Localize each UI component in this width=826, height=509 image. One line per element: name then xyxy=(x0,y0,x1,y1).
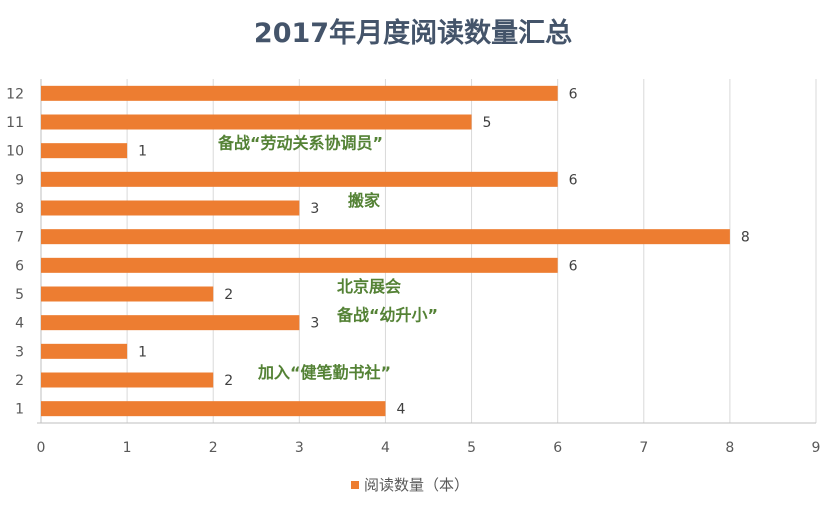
y-tick-label: 1 xyxy=(15,402,24,418)
y-tick-label: 11 xyxy=(6,115,24,131)
y-tick-label: 5 xyxy=(15,287,24,303)
legend-swatch xyxy=(351,481,359,489)
annotation-month-5: 北京展会 xyxy=(337,277,401,296)
bar-12 xyxy=(41,85,558,101)
data-label: 3 xyxy=(310,316,319,332)
bar-7 xyxy=(41,229,730,245)
y-tick-label: 9 xyxy=(15,172,24,188)
bar-9 xyxy=(41,171,558,187)
x-tick-label: 3 xyxy=(295,440,304,456)
x-tick-label: 7 xyxy=(639,440,648,456)
y-tick-label: 12 xyxy=(6,86,24,102)
data-label: 1 xyxy=(138,144,147,160)
data-label: 3 xyxy=(310,201,319,217)
x-tick-label: 5 xyxy=(467,440,476,456)
y-tick-label: 2 xyxy=(15,373,24,389)
data-label: 6 xyxy=(569,86,578,102)
chart-title: 2017年月度阅读数量汇总 xyxy=(254,17,572,49)
x-tick-label: 9 xyxy=(812,440,821,456)
x-tick-label: 2 xyxy=(209,440,218,456)
data-label: 2 xyxy=(224,373,233,389)
data-labels: 4 2 1 3 2 6 8 3 6 1 5 6 xyxy=(138,86,750,417)
x-tick-label: 1 xyxy=(123,440,132,456)
data-label: 6 xyxy=(569,258,578,274)
legend[interactable]: 阅读数量（本） xyxy=(351,476,469,494)
y-tick-label: 7 xyxy=(15,230,24,246)
gridlines xyxy=(37,79,817,424)
bar-10 xyxy=(41,143,128,159)
legend-label: 阅读数量（本） xyxy=(364,476,469,494)
bar-6 xyxy=(41,257,558,273)
x-tick-label: 8 xyxy=(725,440,734,456)
bar-8 xyxy=(41,200,300,216)
x-tick-label: 0 xyxy=(37,440,46,456)
bar-11 xyxy=(41,114,472,130)
data-label: 5 xyxy=(483,115,492,131)
bar-4 xyxy=(41,315,300,331)
data-label: 8 xyxy=(741,230,750,246)
data-label: 4 xyxy=(396,402,405,418)
annotation-month-4: 备战“幼升小” xyxy=(336,306,438,325)
data-label: 2 xyxy=(224,287,233,303)
y-tick-label: 10 xyxy=(6,144,24,160)
bar-2 xyxy=(41,372,214,388)
bars xyxy=(41,85,730,417)
x-tick-label: 4 xyxy=(381,440,390,456)
annotation-month-10: 备战“劳动关系协调员” xyxy=(217,134,383,153)
y-tick-label: 4 xyxy=(15,316,24,332)
data-label: 6 xyxy=(569,172,578,188)
data-label: 1 xyxy=(138,344,147,360)
x-tick-label: 6 xyxy=(553,440,562,456)
bar-3 xyxy=(41,343,128,359)
y-tick-label: 6 xyxy=(15,258,24,274)
y-tick-label: 8 xyxy=(15,201,24,217)
x-tick-labels: 0 1 2 3 4 5 6 7 8 9 xyxy=(37,440,821,456)
annotation-month-2: 加入“健笔勤书社” xyxy=(257,363,391,382)
y-tick-label: 3 xyxy=(15,344,24,360)
annotation-month-8: 搬家 xyxy=(348,191,381,210)
bar-1 xyxy=(41,401,386,417)
bar-5 xyxy=(41,286,214,302)
